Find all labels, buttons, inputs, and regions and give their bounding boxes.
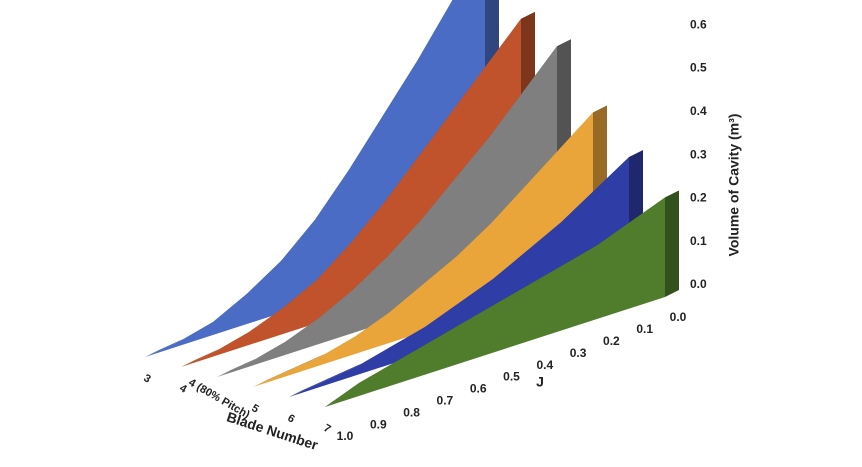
legend-label: 6 xyxy=(285,412,296,425)
x-tick-label: 0.2 xyxy=(603,334,620,348)
y-tick-label: 0.0 xyxy=(690,277,707,291)
y-tick-label: 0.3 xyxy=(690,147,707,161)
legend-label: 3 xyxy=(141,372,152,385)
x-tick-label: 0.7 xyxy=(437,393,454,407)
ribbon-front xyxy=(325,197,665,407)
legend-label: 4 (80% Pitch) xyxy=(186,377,252,422)
x-tick-label: 0.0 xyxy=(670,310,687,324)
x-tick-label: 0.3 xyxy=(570,346,587,360)
x-tick-label: 0.1 xyxy=(636,322,653,336)
legend-label: 5 xyxy=(249,402,260,415)
y-axis-title: Volume of Cavity (m³) xyxy=(726,114,742,257)
y-tick-label: 0.4 xyxy=(690,104,707,118)
y-tick-label: 0.5 xyxy=(690,61,707,75)
y-tick-label: 0.1 xyxy=(690,234,707,248)
x-tick-label: 0.4 xyxy=(536,358,553,372)
x-tick-label: 0.6 xyxy=(470,382,487,396)
legend-label: 7 xyxy=(321,422,332,435)
x-tick-label: 0.5 xyxy=(503,370,520,384)
x-axis-title: J xyxy=(536,374,544,390)
ribbon-front xyxy=(253,112,593,387)
y-tick-label: 0.2 xyxy=(690,191,707,205)
x-tick-label: 0.9 xyxy=(370,417,387,431)
x-tick-label: 0.8 xyxy=(403,405,420,419)
y-tick-label: 0.6 xyxy=(690,17,707,31)
x-tick-label: 1.0 xyxy=(337,429,354,443)
ribbon-end xyxy=(665,190,679,297)
